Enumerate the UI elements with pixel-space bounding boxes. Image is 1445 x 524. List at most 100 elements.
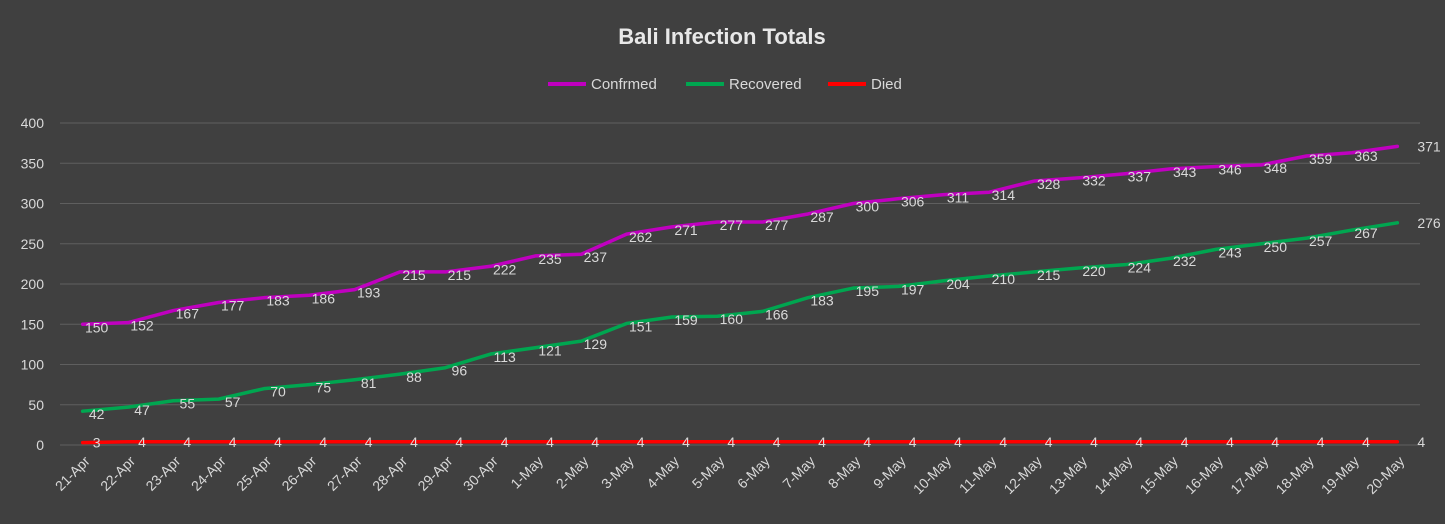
x-tick-label: 18-May	[1272, 453, 1316, 497]
y-tick-label: 200	[21, 276, 45, 292]
x-axis: 21-Apr 22-Apr 23-Apr 24-Apr 25-Apr 26-Apr 27-A…	[52, 453, 1408, 498]
x-tick-label: 22-Apr	[97, 453, 138, 494]
data-label: 152	[130, 318, 154, 334]
data-label: 4	[1271, 434, 1279, 450]
x-tick-label: 25-Apr	[233, 453, 274, 494]
data-label: 237	[584, 249, 608, 265]
data-label: 150	[85, 319, 109, 335]
data-label: 47	[134, 402, 150, 418]
data-label: 4	[637, 434, 645, 450]
x-tick-label: 3-May	[598, 453, 637, 492]
data-label: 177	[221, 298, 245, 314]
data-label: 160	[720, 311, 744, 327]
x-tick-label: 27-Apr	[324, 453, 365, 494]
data-label: 55	[180, 396, 196, 412]
y-tick-label: 50	[28, 397, 44, 413]
data-label: 193	[357, 285, 381, 301]
x-tick-label: 5-May	[689, 453, 728, 492]
data-label: 4	[1226, 434, 1234, 450]
grid	[60, 122, 1420, 446]
data-label: 183	[266, 293, 290, 309]
data-label: 222	[493, 261, 517, 277]
data-label: 159	[674, 312, 698, 328]
data-label: 4	[1362, 434, 1370, 450]
data-label: 250	[1264, 239, 1288, 255]
data-label: 88	[406, 369, 422, 385]
data-label: 359	[1309, 151, 1333, 167]
data-label: 215	[448, 267, 472, 283]
chart-title: Bali Infection Totals	[618, 24, 825, 49]
data-label: 4	[1181, 434, 1189, 450]
data-label: 277	[765, 217, 789, 233]
data-label: 4	[410, 434, 418, 450]
data-label: 4	[365, 434, 373, 450]
data-label: 195	[856, 283, 880, 299]
data-label: 197	[901, 281, 925, 297]
y-tick-label: 150	[21, 316, 45, 332]
x-tick-label: 4-May	[643, 453, 682, 492]
data-label: 306	[901, 194, 925, 210]
data-label: 4	[773, 434, 781, 450]
data-label: 232	[1173, 253, 1197, 269]
legend-label: Died	[871, 76, 902, 93]
data-label: 151	[629, 318, 653, 334]
series-line-confrmed	[80, 144, 1400, 326]
series-lines	[80, 144, 1400, 445]
data-label: 113	[494, 349, 517, 365]
x-tick-label: 16-May	[1182, 453, 1226, 497]
x-tick-label: 6-May	[734, 453, 773, 492]
x-tick-label: 24-Apr	[188, 453, 229, 494]
data-label: 4	[818, 434, 826, 450]
data-label: 4	[183, 434, 191, 450]
y-tick-label: 350	[21, 155, 45, 171]
x-tick-label: 9-May	[870, 453, 909, 492]
x-tick-label: 21-Apr	[52, 453, 93, 494]
data-label: 4	[1045, 434, 1053, 450]
data-label: 371	[1417, 138, 1441, 154]
data-label: 4	[909, 434, 917, 450]
data-label: 346	[1218, 161, 1242, 177]
data-label: 257	[1309, 233, 1333, 249]
x-tick-label: 10-May	[910, 453, 954, 497]
x-tick-label: 29-Apr	[414, 453, 455, 494]
data-label: 215	[402, 267, 426, 283]
series-line-recovered	[80, 221, 1400, 413]
data-label: 3	[93, 435, 101, 451]
data-label: 348	[1264, 160, 1288, 176]
y-tick-label: 250	[21, 236, 45, 252]
data-label: 311	[947, 190, 970, 206]
data-label: 337	[1128, 169, 1152, 185]
data-label: 224	[1128, 260, 1152, 276]
data-label: 210	[992, 271, 1016, 287]
data-label: 96	[452, 363, 468, 379]
data-label: 215	[1037, 267, 1061, 283]
data-label: 332	[1082, 173, 1106, 189]
data-label: 4	[274, 434, 282, 450]
data-label: 75	[316, 380, 332, 396]
x-tick-label: 28-Apr	[369, 453, 410, 494]
x-tick-label: 8-May	[825, 453, 864, 492]
x-tick-label: 2-May	[553, 453, 592, 492]
data-labels: 150 152 167 177 183 186 193 215 215 222 235 237 262 2…	[85, 138, 1441, 450]
data-label: 4	[229, 434, 237, 450]
legend: Confrmed Recovered Died	[548, 76, 902, 93]
data-label: 70	[270, 384, 286, 400]
x-tick-label: 12-May	[1000, 453, 1044, 497]
y-tick-label: 300	[21, 196, 45, 212]
x-tick-label: 19-May	[1318, 453, 1362, 497]
data-label: 4	[1317, 434, 1325, 450]
data-label: 4	[455, 434, 463, 450]
data-label: 363	[1354, 148, 1378, 164]
y-tick-label: 0	[36, 437, 44, 453]
data-label: 235	[538, 251, 562, 267]
data-label: 277	[720, 217, 744, 233]
x-tick-label: 20-May	[1363, 453, 1407, 497]
series-line-died	[80, 440, 1400, 445]
y-axis: 0 50 100 150 200 250 300 350 400	[21, 115, 45, 453]
data-label: 276	[1417, 215, 1441, 231]
data-label: 314	[992, 187, 1016, 203]
data-label: 220	[1082, 263, 1106, 279]
data-label: 204	[946, 276, 970, 292]
